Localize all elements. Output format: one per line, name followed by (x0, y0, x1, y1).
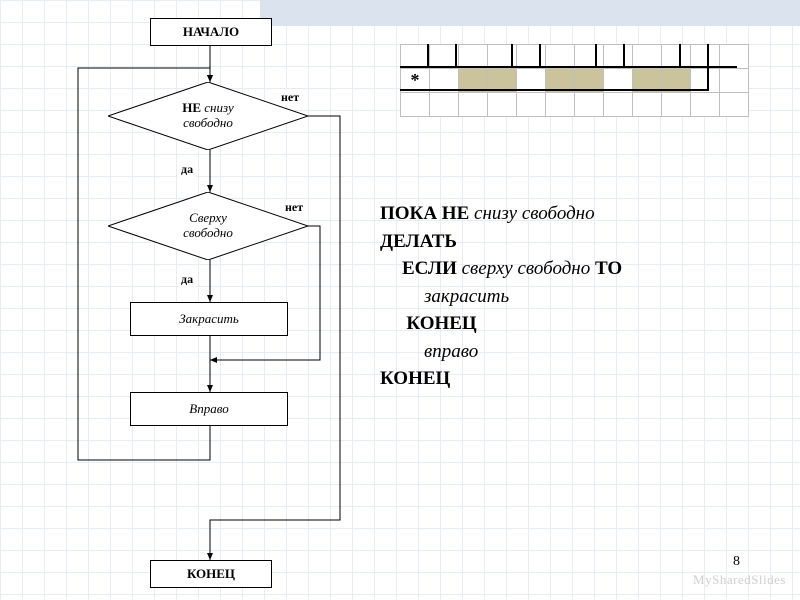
pseudocode-line: ЕСЛИ сверху свободно ТО (380, 255, 622, 283)
flow-right: Вправо (130, 392, 288, 426)
grid-cell (633, 93, 662, 117)
keyword: ДЕЛАТЬ (380, 231, 457, 252)
grid-cell (720, 69, 749, 93)
edge-cond2-no: нет (282, 200, 306, 215)
grid-cell (691, 45, 720, 69)
cond1-below: снизу (204, 100, 233, 115)
flow-cond-above-free: Сверху свободно (108, 192, 308, 260)
pseudocode-line: ПОКА НЕ снизу свободно (380, 200, 622, 228)
wall (707, 67, 709, 91)
grid-cell (662, 45, 691, 69)
grid-cell (517, 93, 546, 117)
condition-text: снизу свободно (474, 203, 595, 224)
flow-end: КОНЕЦ (150, 560, 272, 588)
cond2-above: Сверху (189, 210, 227, 225)
pseudocode-line: вправо (380, 338, 622, 366)
condition-text: сверху свободно (462, 258, 595, 279)
grid-cell (488, 93, 517, 117)
wall (539, 44, 541, 68)
condition-text: вправо (424, 341, 478, 362)
keyword: КОНЕЦ (380, 368, 450, 389)
grid-cell (459, 93, 488, 117)
keyword: ТО (595, 258, 622, 279)
grid-cell (546, 45, 575, 69)
grid-cell (662, 93, 691, 117)
wall (455, 44, 457, 68)
cond1-not: НЕ (182, 100, 201, 115)
grid-cell (575, 93, 604, 117)
wall (707, 44, 709, 68)
keyword: ЕСЛИ (402, 258, 462, 279)
grid-cell (517, 45, 546, 69)
flow-start: НАЧАЛО (150, 18, 272, 46)
grid-cell (691, 93, 720, 117)
pseudocode-line: ДЕЛАТЬ (380, 228, 622, 256)
robot-grid: * (400, 44, 749, 117)
wall (623, 44, 625, 68)
cond1-free: свободно (183, 115, 233, 130)
flow-paint: Закрасить (130, 302, 288, 336)
grid-cell (546, 93, 575, 117)
wall (679, 44, 681, 68)
pseudocode-line: КОНЕЦ (380, 310, 622, 338)
wall (400, 89, 709, 91)
watermark: MySharedSlides (693, 572, 786, 588)
condition-text: закрасить (424, 286, 509, 307)
grid-cell (401, 93, 430, 117)
pseudocode-block: ПОКА НЕ снизу свободно ДЕЛАТЬ ЕСЛИ сверху … (380, 200, 622, 393)
wall (595, 44, 597, 68)
wall (427, 44, 429, 68)
grid-cell (459, 45, 488, 69)
grid-cell (430, 93, 459, 117)
keyword: ПОКА НЕ (380, 203, 474, 224)
edge-cond1-no: нет (278, 90, 302, 105)
page-number: 8 (733, 554, 740, 570)
grid-cell (604, 45, 633, 69)
edge-cond2-yes: да (178, 272, 196, 287)
wall (400, 66, 737, 68)
grid-cell (401, 45, 430, 69)
cond2-free: свободно (183, 225, 233, 240)
grid-cell (633, 45, 662, 69)
pseudocode-line: закрасить (380, 283, 622, 311)
grid-cell (720, 93, 749, 117)
pseudocode-line: КОНЕЦ (380, 365, 622, 393)
grid-cell (604, 93, 633, 117)
edge-cond1-yes: да (178, 162, 196, 177)
grid-cell (575, 45, 604, 69)
grid-cell (720, 45, 749, 69)
wall (511, 44, 513, 68)
keyword: КОНЕЦ (406, 313, 476, 334)
